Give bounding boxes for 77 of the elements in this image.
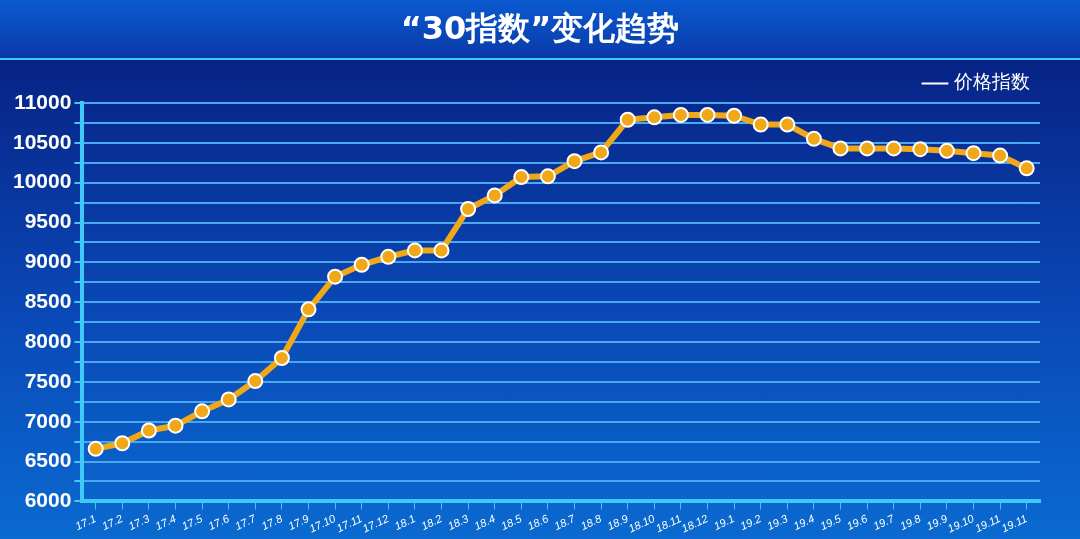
x-tick-label: 19.5 — [818, 511, 844, 533]
point — [167, 417, 184, 434]
point — [406, 242, 423, 259]
point — [646, 109, 663, 126]
point — [1018, 160, 1035, 177]
chart-title: “30指数”变化趋势 — [400, 8, 680, 49]
point — [699, 106, 716, 123]
x-tick-label: 19.7 — [871, 511, 897, 533]
x-tick-label: 18.9 — [605, 512, 630, 533]
x-tick-label: 19.4 — [791, 512, 817, 533]
point — [460, 200, 477, 217]
x-tick-label: 17.6 — [206, 511, 232, 533]
x-tick-label: 18.3 — [445, 511, 472, 533]
x-tick-label: 18.7 — [552, 511, 578, 533]
x-tick-label: 17.11 — [334, 512, 364, 535]
point — [593, 144, 610, 161]
point — [87, 440, 104, 457]
point — [194, 403, 211, 420]
point — [220, 391, 237, 408]
point — [433, 242, 450, 259]
x-tick-label: 18.4 — [472, 512, 497, 533]
x-tick-label: 17.5 — [179, 511, 206, 533]
y-tick-label: 9000 — [24, 249, 72, 273]
x-tick-label: 18.6 — [525, 511, 551, 533]
x-tick-label: 19.3 — [764, 511, 791, 533]
y-tick-label: 10000 — [12, 169, 72, 193]
x-tick-label: 17.8 — [259, 511, 285, 533]
point — [140, 422, 157, 439]
y-tick-label: 8500 — [24, 289, 72, 312]
x-tick-label: 18.8 — [578, 511, 605, 533]
point — [912, 141, 929, 158]
point — [672, 106, 689, 123]
y-tick-label: 8000 — [24, 328, 72, 352]
legend-label: 价格指数 — [953, 70, 1030, 93]
point — [885, 140, 902, 157]
point — [726, 107, 743, 124]
point — [327, 268, 344, 285]
x-tick-label: 18.1 — [392, 512, 418, 533]
x-tick-label: 17.7 — [232, 511, 259, 533]
x-tick-label: 17.2 — [99, 512, 125, 533]
x-tick-label: 17.3 — [126, 511, 152, 533]
x-tick-label: 17.1 — [73, 512, 98, 533]
x-tick-label: 19.6 — [844, 511, 871, 533]
point — [938, 142, 955, 159]
point — [247, 373, 264, 390]
x-tick-label: 19.8 — [897, 511, 924, 533]
point — [832, 140, 849, 157]
point — [380, 248, 397, 265]
point — [566, 153, 583, 170]
x-tick-label: 17.4 — [153, 512, 178, 533]
y-tick-label: 7500 — [24, 368, 72, 392]
x-tick-label: 19.1 — [711, 512, 737, 533]
point — [779, 116, 796, 133]
y-tick-label: 9500 — [24, 209, 72, 233]
x-tick-label: 19.2 — [738, 512, 763, 533]
y-tick-label: 10500 — [12, 129, 72, 153]
y-tick-label: 11000 — [14, 89, 72, 113]
point — [486, 187, 503, 204]
point — [353, 256, 370, 273]
y-tick-label: 6500 — [24, 448, 72, 472]
x-tick-label: 18.5 — [498, 511, 525, 533]
point — [752, 116, 769, 133]
point — [114, 435, 131, 452]
point — [859, 140, 876, 157]
y-tick-label: 7000 — [24, 408, 72, 432]
point — [539, 168, 556, 185]
point — [992, 147, 1009, 164]
y-tick-label: 6000 — [24, 488, 72, 512]
point — [619, 111, 636, 128]
point — [300, 301, 317, 318]
point — [805, 130, 822, 147]
point — [513, 169, 530, 186]
point — [273, 349, 290, 366]
point — [965, 145, 982, 162]
x-tick-label: 19.11 — [999, 512, 1029, 535]
x-tick-label: 17.9 — [286, 512, 311, 533]
x-tick-label: 18.2 — [419, 512, 444, 533]
